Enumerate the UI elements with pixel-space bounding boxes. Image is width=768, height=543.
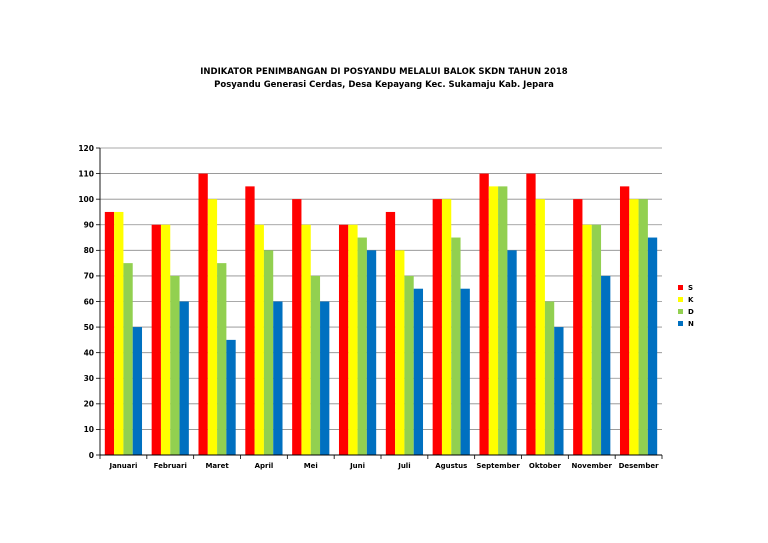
bar-k-februari	[160, 224, 171, 455]
bar-d-juli	[404, 275, 414, 455]
legend-swatch-s	[678, 285, 683, 290]
bar-k-maret	[207, 199, 218, 455]
chart-subtitle: Posyandu Generasi Cerdas, Desa Kepayang …	[214, 80, 554, 90]
x-tick-label: Februari	[154, 462, 187, 470]
x-tick-label: September	[476, 462, 520, 470]
x-tick-label: Agustus	[435, 462, 467, 470]
bar-d-maret	[217, 263, 227, 455]
x-tick-label: Juli	[397, 462, 410, 470]
axes: 0 10 20 30 40 50 60 70 80 90 100 110 120 Januari Febru…	[78, 144, 663, 470]
bar-n-november	[601, 275, 611, 455]
bar-n-juni	[366, 250, 377, 455]
bar-n-januari	[132, 327, 143, 455]
x-tick-label: November	[572, 462, 613, 470]
bar-s-agustus	[432, 199, 442, 455]
bar-s-desember	[619, 186, 630, 455]
grid	[100, 147, 662, 430]
bar-d-november	[591, 224, 602, 455]
bar-n-maret	[226, 339, 236, 455]
y-tick-label: 120	[78, 144, 94, 153]
legend-label-n: N	[688, 320, 694, 328]
y-tick-label: 10	[84, 425, 94, 434]
bar-n-mei	[320, 301, 330, 455]
y-tick-label: 50	[84, 323, 94, 332]
bar-s-juli	[385, 211, 396, 455]
bar-n-agustus	[460, 288, 470, 455]
bar-s-juni	[338, 224, 349, 455]
bar-k-oktober	[535, 199, 545, 455]
x-tick-label: Juni	[349, 462, 365, 470]
bar-n-desember	[647, 237, 658, 455]
bar-d-oktober	[544, 301, 555, 455]
legend-swatch-d	[678, 309, 683, 314]
legend-label-d: D	[688, 308, 694, 316]
y-tick-label: 80	[84, 246, 94, 255]
x-tick-label: Desember	[619, 462, 660, 470]
bars	[104, 173, 658, 456]
bar-s-februari	[151, 224, 161, 455]
bar-s-januari	[104, 211, 115, 455]
y-tick-label: 40	[84, 348, 94, 357]
bar-d-mei	[310, 275, 321, 455]
legend-label-k: K	[688, 296, 694, 304]
bar-k-agustus	[441, 199, 452, 455]
y-tick-label: 70	[84, 272, 94, 281]
bar-d-januari	[123, 263, 133, 455]
x-tick-label: Januari	[108, 462, 137, 470]
legend-swatch-n	[678, 321, 683, 326]
bar-s-maret	[198, 173, 208, 456]
legend-label-s: S	[688, 284, 693, 292]
bar-d-agustus	[451, 237, 461, 455]
y-tick-label: 60	[84, 297, 94, 306]
bar-k-juni	[348, 224, 358, 455]
bar-k-april	[254, 224, 264, 455]
x-tick-label: Mei	[304, 462, 318, 470]
x-tick-label: Oktober	[529, 462, 562, 470]
bar-s-november	[573, 199, 583, 455]
x-tick-label: Maret	[205, 462, 229, 470]
bar-d-desember	[638, 199, 648, 455]
bar-n-september	[507, 250, 517, 455]
y-tick-label: 100	[78, 195, 94, 204]
bar-d-september	[498, 186, 508, 455]
bar-n-april	[273, 301, 283, 455]
bar-k-juli	[395, 250, 405, 455]
y-tick-label: 30	[84, 374, 94, 383]
bar-k-november	[582, 224, 592, 455]
legend-swatch-k	[678, 297, 683, 302]
y-tick-label: 0	[89, 451, 94, 460]
bar-n-juli	[413, 288, 424, 455]
bar-k-januari	[114, 211, 124, 455]
bar-n-oktober	[554, 327, 564, 455]
bar-k-mei	[301, 224, 311, 455]
bar-s-september	[479, 173, 489, 456]
bar-k-september	[488, 186, 499, 455]
bar-d-juni	[357, 237, 367, 455]
chart-title: INDIKATOR PENIMBANGAN DI POSYANDU MELALU…	[200, 67, 568, 77]
legend: SKDN	[678, 284, 694, 328]
bar-k-desember	[629, 199, 639, 455]
bar-s-april	[245, 186, 255, 455]
y-tick-label: 90	[84, 221, 94, 230]
bar-d-april	[263, 250, 274, 455]
bar-s-oktober	[526, 173, 536, 456]
bar-n-februari	[179, 301, 189, 455]
bar-d-februari	[170, 275, 180, 455]
y-tick-label: 20	[84, 400, 94, 409]
y-tick-label: 110	[78, 169, 94, 178]
bar-s-mei	[292, 199, 302, 455]
x-tick-label: April	[255, 462, 274, 470]
